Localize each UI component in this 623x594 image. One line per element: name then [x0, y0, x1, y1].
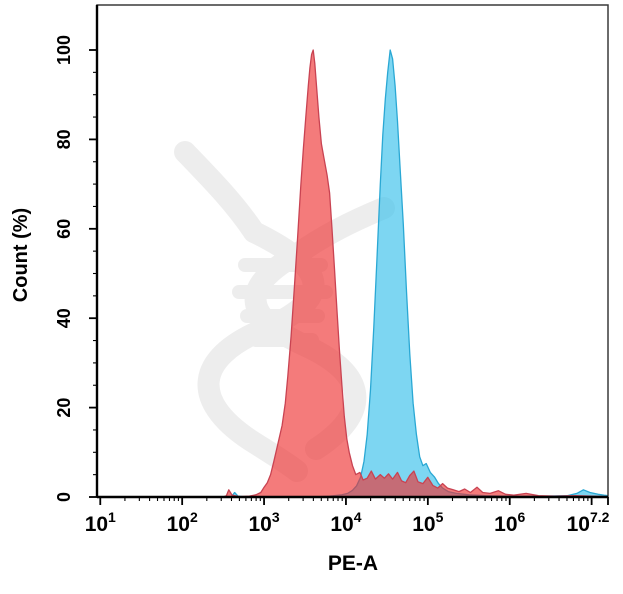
x-tick-label-10e4: 104: [330, 509, 361, 536]
y-tick-label-100: 100: [54, 35, 74, 65]
y-tick-label-0: 0: [54, 492, 74, 502]
x-tick-label-10e5: 105: [412, 509, 443, 536]
x-tick-label-10e3: 103: [248, 509, 279, 536]
y-tick-labels: 0 20 40 60 80 100: [54, 35, 74, 502]
x-tick-label-10e2: 102: [167, 509, 198, 536]
y-tick-label-40: 40: [54, 308, 74, 328]
x-tick-label-10e1: 101: [85, 509, 116, 536]
y-tick-label-20: 20: [54, 398, 74, 418]
axis-ticks: [89, 49, 609, 505]
x-tick-labels: 101 102 103 104 105 106 107.2: [85, 509, 610, 536]
red-population-curve: [222, 49, 608, 497]
y-axis-title: Count (%): [10, 208, 32, 302]
y-tick-label-80: 80: [54, 129, 74, 149]
y-tick-label-60: 60: [54, 219, 74, 239]
x-tick-label-10e7.2: 107.2: [567, 509, 610, 536]
x-tick-label-10e6: 106: [494, 509, 525, 536]
x-axis-title: PE-A: [328, 552, 378, 575]
